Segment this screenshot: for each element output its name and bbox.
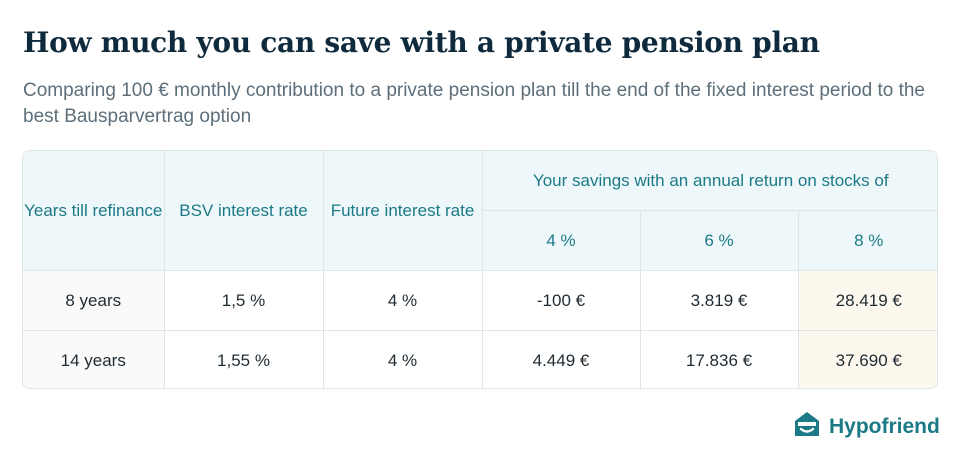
header-return-8: 8 % <box>798 210 937 271</box>
page-subtitle: Comparing 100 € monthly contribution to … <box>23 80 925 127</box>
cell-future-rate: 4 % <box>323 330 483 388</box>
comparison-table: Years till refinance BSV interest rate F… <box>22 150 938 389</box>
cell-years: 8 years <box>23 270 165 331</box>
table-row: 14 years 1,55 % 4 % 4.449 € 17.836 € 37.… <box>23 330 937 388</box>
table-row: 8 years 1,5 % 4 % -100 € 3.819 € 28.419 … <box>23 270 937 331</box>
cell-bsv-rate: 1,5 % <box>164 270 324 331</box>
cell-return-6: 17.836 € <box>640 330 799 388</box>
cell-return-4: -100 € <box>482 270 641 331</box>
header-savings-group: Your savings with an annual return on st… <box>482 151 937 211</box>
header-future-interest-rate: Future interest rate <box>323 151 483 271</box>
cell-return-8: 28.419 € <box>798 270 937 331</box>
cell-years: 14 years <box>23 330 165 388</box>
cell-return-4: 4.449 € <box>482 330 641 388</box>
cell-bsv-rate: 1,55 % <box>164 330 324 388</box>
header-return-4: 4 % <box>482 210 641 271</box>
header-years-till-refinance: Years till refinance <box>23 151 165 271</box>
house-smile-icon <box>793 410 821 443</box>
cell-return-8: 37.690 € <box>798 330 937 388</box>
cell-return-6: 3.819 € <box>640 270 799 331</box>
brand-name: Hypofriend <box>829 414 940 438</box>
header-bsv-interest-rate: BSV interest rate <box>164 151 324 271</box>
header-return-6: 6 % <box>640 210 799 271</box>
cell-future-rate: 4 % <box>323 270 483 331</box>
page-title: How much you can save with a private pen… <box>23 26 820 59</box>
brand-logo: Hypofriend <box>793 410 940 443</box>
